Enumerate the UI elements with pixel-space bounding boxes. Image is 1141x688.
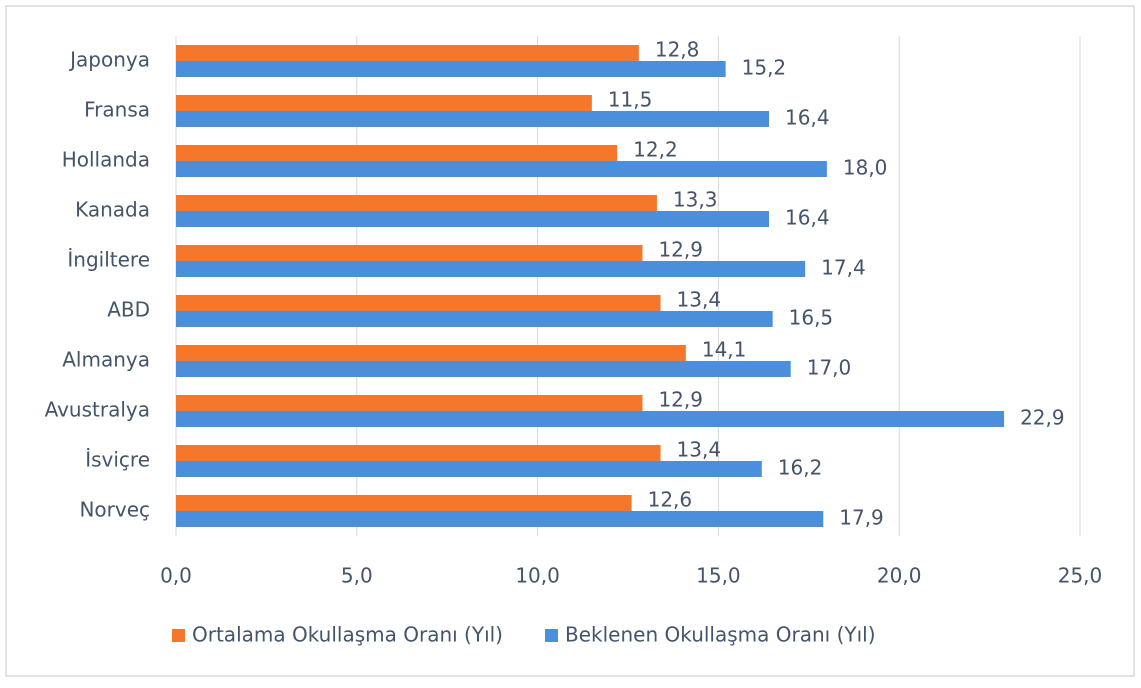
y-tick-label: Japonya	[68, 48, 150, 72]
y-tick-label: Fransa	[84, 98, 150, 122]
x-tick-label: 10,0	[515, 564, 560, 588]
bar	[176, 195, 657, 211]
y-tick-label: ABD	[107, 298, 150, 322]
bar	[176, 261, 806, 277]
bar	[176, 295, 661, 311]
y-tick-label: İsviçre	[85, 448, 150, 472]
legend-label: Beklenen Okullaşma Oranı (Yıl)	[565, 623, 876, 647]
bar	[176, 45, 639, 61]
data-label: 16,2	[778, 456, 823, 480]
data-label: 11,5	[608, 88, 653, 112]
bar	[176, 145, 618, 161]
bar	[176, 111, 770, 127]
y-tick-label: Avustralya	[45, 398, 150, 422]
data-label: 16,5	[789, 306, 834, 330]
data-label: 14,1	[702, 338, 747, 362]
x-tick-label: 20,0	[877, 564, 922, 588]
y-tick-label: Norveç	[79, 498, 150, 522]
y-tick-label: Kanada	[75, 198, 150, 222]
data-label: 12,8	[655, 38, 700, 62]
bar	[176, 461, 762, 477]
data-label: 22,9	[1020, 406, 1065, 430]
bar	[176, 361, 791, 377]
data-label: 15,2	[742, 56, 787, 80]
bar	[176, 61, 726, 77]
bar	[176, 345, 686, 361]
y-tick-label: İngiltere	[67, 248, 150, 272]
bar	[176, 445, 661, 461]
y-tick-label: Hollanda	[62, 148, 150, 172]
data-label: 18,0	[843, 156, 888, 180]
bar	[176, 245, 643, 261]
x-tick-label: 5,0	[341, 564, 373, 588]
legend-label: Ortalama Okullaşma Oranı (Yıl)	[192, 623, 503, 647]
bar	[176, 395, 643, 411]
legend-swatch	[545, 629, 558, 642]
bar	[176, 311, 773, 327]
data-label: 13,4	[677, 438, 722, 462]
bar	[176, 511, 824, 527]
x-tick-label: 25,0	[1058, 564, 1103, 588]
data-label: 13,3	[673, 188, 718, 212]
y-tick-label: Almanya	[62, 348, 150, 372]
data-label: 12,9	[658, 388, 703, 412]
legend-swatch	[172, 629, 185, 642]
x-tick-label: 15,0	[696, 564, 741, 588]
bar	[176, 211, 770, 227]
x-tick-label: 0,0	[160, 564, 192, 588]
bar	[176, 411, 1005, 427]
bar	[176, 95, 592, 111]
data-label: 17,9	[839, 506, 884, 530]
data-label: 13,4	[677, 288, 722, 312]
data-label: 17,4	[821, 256, 866, 280]
bar	[176, 161, 827, 177]
data-label: 16,4	[785, 206, 830, 230]
data-label: 12,9	[658, 238, 703, 262]
data-label: 16,4	[785, 106, 830, 130]
bar	[176, 495, 632, 511]
data-label: 12,2	[633, 138, 678, 162]
data-label: 17,0	[807, 356, 852, 380]
data-label: 12,6	[648, 488, 693, 512]
